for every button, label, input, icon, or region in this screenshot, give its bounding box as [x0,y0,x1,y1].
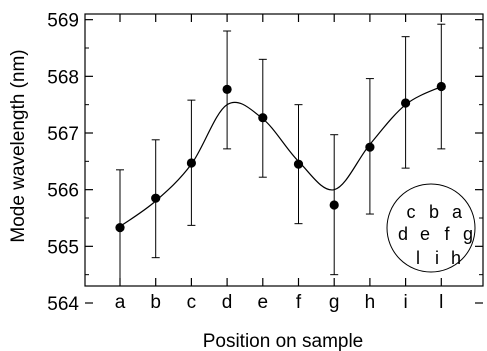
inset-label: f [444,224,450,244]
data-point [436,81,446,92]
plot-border [84,13,484,287]
error-bars [116,23,446,287]
data-point [329,200,339,210]
inset-circle [386,183,476,273]
x-tick-label: a [115,292,126,313]
data-point [222,84,232,94]
inset-label: c [407,202,416,222]
data-points [115,81,446,233]
x-tick-label: h [365,292,376,313]
data-point [365,142,375,152]
y-axis: 564 565 566 567 568 569 [47,11,483,315]
y-tick-label: 565 [47,237,79,258]
inset-label: a [452,202,463,222]
y-tick-label: 564 [47,294,79,315]
x-tick-label: f [296,292,302,313]
y-tick-label: 566 [47,181,79,202]
fit-curve [119,85,442,227]
data-point [115,223,125,233]
inset-label: h [451,248,461,268]
y-tick-label: 568 [47,67,79,88]
x-tick-label: e [258,292,269,313]
inset-label: b [429,202,439,222]
data-point [258,113,268,123]
x-tick-label: i [403,292,407,313]
inset-label: g [463,224,473,244]
x-tick-label: b [150,292,161,313]
inset-label: i [435,248,439,268]
y-tick-label: 569 [47,11,79,32]
data-point [293,159,304,169]
x-axis-title: Position on sample [203,331,364,351]
x-tick-label: g [329,292,340,313]
data-point [151,193,161,203]
y-tick-label: 567 [47,124,79,145]
x-tick-label: d [222,292,233,313]
position-inset: c b a d e f g l i h [386,183,476,273]
inset-label: d [398,224,408,244]
y-axis-title: Mode wavelength (nm) [8,49,29,242]
x-tick-label: c [187,292,197,313]
inset-label: l [416,248,420,268]
data-point [401,98,411,108]
plot-frame [84,13,484,287]
inset-label: e [420,224,430,244]
data-point [186,158,196,168]
x-tick-label: l [439,292,443,313]
